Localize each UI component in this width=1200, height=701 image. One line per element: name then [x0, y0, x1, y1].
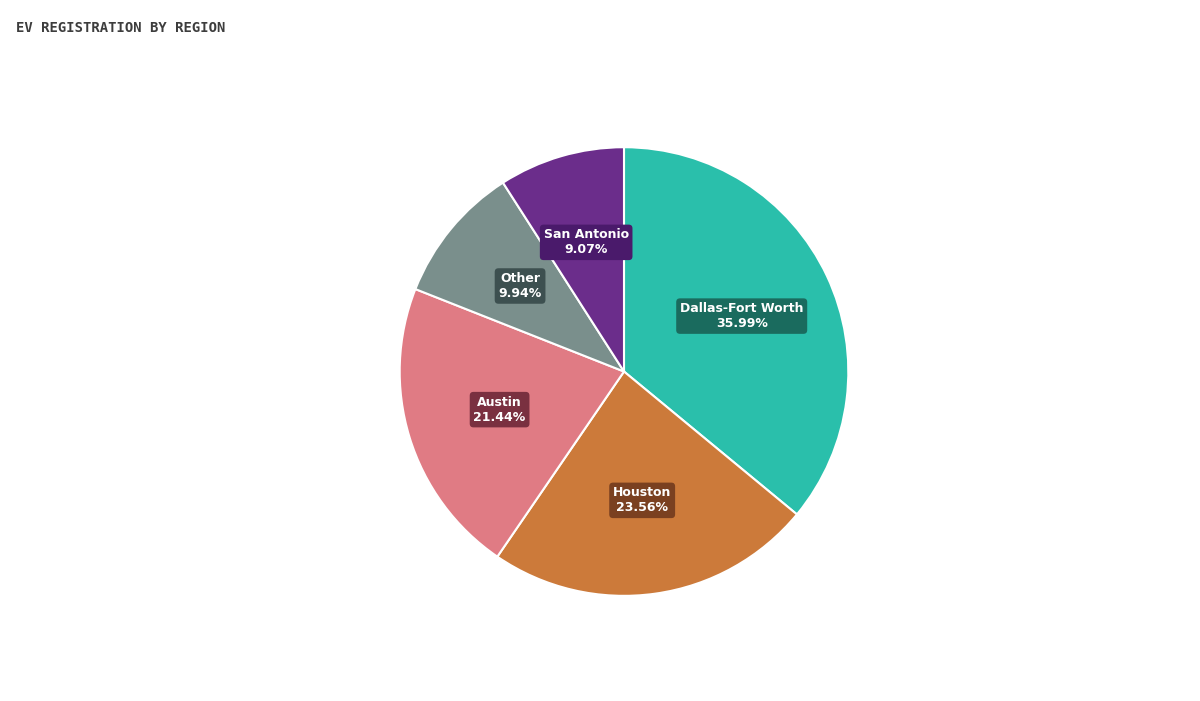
Text: EV REGISTRATION BY REGION: EV REGISTRATION BY REGION	[16, 21, 224, 35]
Wedge shape	[415, 183, 624, 372]
Text: Austin
21.44%: Austin 21.44%	[474, 395, 526, 423]
Text: San Antonio
9.07%: San Antonio 9.07%	[544, 229, 629, 257]
Wedge shape	[497, 372, 797, 596]
Wedge shape	[503, 147, 624, 372]
Wedge shape	[624, 147, 848, 515]
Wedge shape	[400, 289, 624, 557]
Text: Other
9.94%: Other 9.94%	[498, 272, 541, 300]
Text: Houston
23.56%: Houston 23.56%	[613, 486, 671, 515]
Text: Dallas-Fort Worth
35.99%: Dallas-Fort Worth 35.99%	[680, 302, 804, 330]
